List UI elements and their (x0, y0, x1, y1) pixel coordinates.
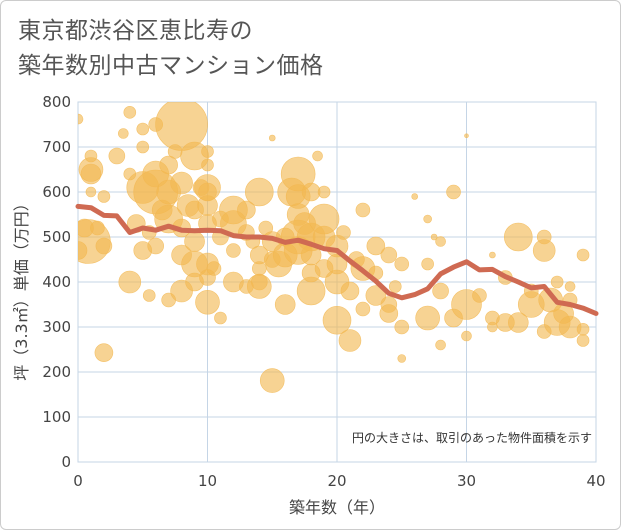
data-bubble (336, 225, 351, 240)
data-bubble (268, 134, 276, 142)
data-bubble (159, 155, 178, 175)
data-bubble (472, 288, 487, 303)
title-line-2: 築年数別中古マンション価格 (18, 53, 324, 79)
data-bubble (274, 294, 296, 315)
y-tick-label: 800 (42, 93, 71, 111)
data-bubble (136, 140, 150, 154)
data-bubble (195, 289, 220, 315)
data-bubble (435, 236, 446, 247)
data-bubble (201, 158, 214, 172)
data-bubble (123, 106, 137, 119)
data-bubble (380, 296, 398, 313)
x-axis-label: 築年数（年） (289, 498, 385, 517)
data-bubble (118, 270, 142, 294)
data-bubble (80, 163, 102, 185)
data-bubble (415, 305, 440, 331)
data-bubble (259, 368, 285, 393)
data-bubble (564, 281, 576, 292)
y-tick-label: 500 (42, 228, 71, 246)
y-tick-label: 300 (42, 318, 71, 336)
data-bubble (237, 200, 256, 220)
title-line-1: 東京都渋谷区恵比寿の (18, 18, 253, 44)
data-bubble (317, 185, 331, 199)
data-bubble (423, 214, 432, 224)
data-bubble (550, 275, 564, 289)
data-bubble (366, 236, 386, 256)
trend-layer (75, 203, 599, 316)
x-tick-label: 10 (198, 472, 217, 490)
data-bubble (355, 202, 371, 218)
y-tick-label: 0 (61, 453, 71, 471)
data-bubble (85, 186, 97, 198)
data-bubble (147, 237, 164, 255)
data-bubble (198, 182, 217, 202)
data-bubble (397, 354, 407, 363)
data-bubble (355, 301, 371, 317)
data-bubble (461, 330, 472, 342)
data-bubble (435, 339, 446, 351)
data-bubble (394, 319, 410, 335)
data-bubble (446, 184, 461, 200)
chart-title: 東京都渋谷区恵比寿の 築年数別中古マンション価格 (18, 14, 324, 84)
bubble-layer (78, 102, 590, 393)
data-bubble (214, 311, 227, 325)
data-bubble (338, 329, 362, 352)
data-bubble (421, 257, 434, 271)
data-bubble (532, 239, 556, 262)
data-bubble (142, 289, 156, 302)
y-tick-label: 600 (42, 183, 71, 201)
data-bubble (94, 343, 114, 362)
data-bubble (507, 312, 529, 333)
data-bubble (250, 273, 268, 291)
y-tick-label: 200 (42, 363, 71, 381)
data-bubble (430, 233, 438, 241)
y-tick-label: 700 (42, 138, 71, 156)
data-bubble (464, 133, 469, 139)
x-tick-label: 40 (586, 472, 605, 490)
data-bubble (95, 237, 113, 255)
data-bubble (301, 182, 321, 202)
data-bubble (340, 281, 360, 301)
data-bubble (118, 128, 129, 139)
data-bubble (394, 256, 410, 272)
data-bubble (170, 171, 193, 195)
data-bubble (244, 177, 274, 207)
data-bubble (206, 261, 222, 276)
y-tick-label: 100 (42, 408, 71, 426)
x-tick-label: 30 (457, 472, 476, 490)
data-bubble (576, 248, 590, 262)
y-tick-label: 400 (42, 273, 71, 291)
data-bubble (184, 231, 205, 252)
data-bubble (432, 282, 449, 300)
data-bubble (576, 322, 590, 336)
data-bubble (226, 243, 241, 258)
tick-labels: 0 100 200 300 400 500 600 700 800 0 10 20 30 40 (42, 93, 605, 490)
average-price-line (75, 203, 599, 316)
data-bubble (487, 321, 498, 333)
data-bubble (136, 122, 150, 136)
x-tick-label: 20 (327, 472, 346, 490)
data-bubble (78, 113, 84, 125)
x-tick-label: 0 (73, 472, 83, 490)
data-bubble (108, 147, 126, 165)
data-bubble (365, 285, 387, 306)
y-axis-label: 坪（3.3㎡）単価（万円） (12, 195, 31, 380)
data-bubble (380, 246, 398, 264)
bubble-size-note: 円の大きさは、取引のあった物件面積を示す (352, 430, 592, 445)
data-bubble (576, 334, 590, 347)
data-bubble (251, 261, 267, 276)
data-bubble (411, 193, 419, 200)
data-bubble (503, 222, 533, 252)
data-bubble (322, 305, 352, 335)
data-bubble (90, 220, 105, 236)
data-bubble (97, 190, 111, 203)
data-bubble (84, 149, 98, 163)
data-bubble (489, 251, 496, 259)
data-bubble (312, 150, 323, 162)
data-bubble (201, 145, 214, 158)
data-bubble (388, 280, 402, 293)
